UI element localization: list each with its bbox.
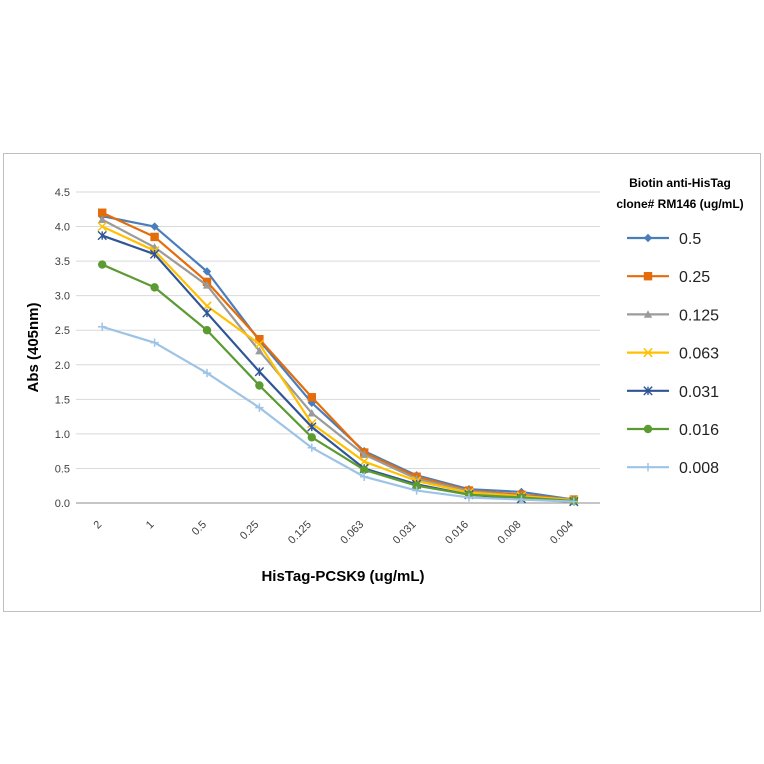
data-point bbox=[360, 472, 369, 481]
y-tick-label: 4.5 bbox=[55, 187, 70, 199]
y-tick-label: 1.0 bbox=[55, 429, 70, 441]
data-point bbox=[643, 233, 653, 243]
y-axis-ticks: 0.0 0.5 1.0 1.5 2.0 2.5 3.0 3.5 4.0 4.5 bbox=[55, 187, 70, 510]
data-point bbox=[98, 208, 107, 217]
data-point bbox=[307, 433, 316, 442]
legend-item: 0.016 bbox=[627, 422, 719, 439]
data-point bbox=[150, 232, 159, 242]
data-point bbox=[569, 497, 578, 506]
x-tick-label: 0.008 bbox=[496, 519, 524, 547]
data-point bbox=[360, 465, 369, 475]
y-tick-label: 0.5 bbox=[55, 463, 70, 475]
x-tick-label: 0.031 bbox=[391, 519, 419, 547]
series-0.031 bbox=[97, 230, 579, 507]
x-tick-label: 2 bbox=[92, 519, 105, 532]
legend-label: 0.125 bbox=[679, 307, 719, 324]
x-axis-ticks: 2 1 0.5 0.25 0.125 0.063 0.031 0.016 0.008 0.004 bbox=[92, 519, 576, 547]
legend-title-line1: Biotin anti-HisTag bbox=[629, 176, 731, 190]
data-point bbox=[412, 481, 421, 490]
series-line bbox=[101, 215, 574, 501]
legend-label: 0.25 bbox=[679, 269, 710, 286]
y-tick-label: 1.5 bbox=[55, 394, 70, 406]
data-point bbox=[150, 222, 159, 231]
data-point bbox=[202, 281, 212, 289]
data-point bbox=[97, 221, 107, 232]
data-point bbox=[307, 408, 316, 417]
data-point bbox=[307, 422, 317, 432]
data-point bbox=[412, 486, 421, 495]
legend-item: 0.125 bbox=[627, 307, 719, 324]
legend-label: 0.016 bbox=[679, 422, 719, 439]
series-line bbox=[101, 218, 574, 501]
legend-label: 0.5 bbox=[679, 231, 701, 248]
legend-label: 0.031 bbox=[679, 384, 719, 401]
series-lines bbox=[97, 208, 579, 507]
series-0.125 bbox=[98, 215, 578, 503]
line-chart: 0.0 0.5 1.0 1.5 2.0 2.5 3.0 3.5 4.0 4.5 2 1 0.5 0.25… bbox=[25, 176, 744, 585]
data-point bbox=[643, 272, 653, 281]
data-point bbox=[202, 368, 212, 378]
legend-title-line2: clone# RM146 (ug/mL) bbox=[616, 197, 743, 211]
y-tick-label: 4.0 bbox=[55, 222, 70, 234]
data-point bbox=[149, 249, 160, 259]
data-point bbox=[254, 339, 265, 349]
data-point bbox=[97, 230, 107, 241]
data-point bbox=[255, 335, 264, 344]
series-0.25 bbox=[98, 208, 578, 504]
legend-label: 0.008 bbox=[679, 460, 719, 477]
data-point bbox=[643, 310, 653, 318]
y-axis-title: Abs (405nm) bbox=[25, 302, 42, 392]
data-point bbox=[98, 260, 107, 269]
data-point bbox=[643, 424, 653, 434]
data-point bbox=[255, 403, 264, 412]
x-tick-label: 0.5 bbox=[190, 519, 209, 538]
legend-item: 0.5 bbox=[627, 231, 701, 248]
data-point bbox=[98, 215, 107, 224]
data-point bbox=[360, 450, 369, 458]
x-tick-label: 1 bbox=[144, 519, 157, 532]
data-point bbox=[255, 381, 264, 390]
x-axis-title: HisTag-PCSK9 (ug/mL) bbox=[261, 568, 424, 585]
data-point bbox=[643, 386, 653, 396]
y-tick-label: 3.5 bbox=[55, 256, 70, 268]
y-tick-label: 0.0 bbox=[55, 498, 70, 510]
legend-item: 0.25 bbox=[627, 269, 710, 286]
x-tick-label: 0.016 bbox=[443, 519, 471, 547]
legend: Biotin anti-HisTag clone# RM146 (ug/mL) … bbox=[616, 176, 743, 477]
data-point bbox=[643, 347, 653, 358]
x-tick-label: 0.004 bbox=[548, 519, 576, 547]
data-point bbox=[202, 267, 212, 276]
legend-item: 0.063 bbox=[627, 346, 719, 363]
data-point bbox=[517, 495, 526, 504]
data-point bbox=[150, 283, 159, 292]
y-tick-label: 3.0 bbox=[55, 291, 70, 303]
legend-items: 0.5 0.25 0.125 0.063 0.031 0.016 0.008 bbox=[627, 231, 719, 477]
series-line bbox=[101, 211, 574, 501]
x-tick-label: 0.25 bbox=[238, 519, 262, 543]
series-line bbox=[101, 225, 574, 502]
x-tick-label: 0.125 bbox=[286, 519, 314, 547]
data-point bbox=[307, 393, 316, 402]
data-point bbox=[307, 443, 316, 452]
series-line bbox=[101, 263, 574, 503]
data-point bbox=[255, 346, 264, 355]
legend-item: 0.008 bbox=[627, 460, 719, 477]
data-point bbox=[359, 456, 369, 467]
data-point bbox=[98, 322, 107, 331]
y-tick-label: 2.5 bbox=[55, 325, 70, 337]
legend-item: 0.031 bbox=[627, 384, 719, 401]
data-point bbox=[202, 308, 212, 318]
chart-frame: 0.0 0.5 1.0 1.5 2.0 2.5 3.0 3.5 4.0 4.5 2 1 0.5 0.25… bbox=[3, 153, 761, 612]
data-point bbox=[464, 493, 474, 502]
series-0.008 bbox=[98, 322, 578, 506]
series-0.5 bbox=[98, 211, 578, 504]
x-tick-label: 0.063 bbox=[338, 519, 366, 547]
y-tick-label: 2.0 bbox=[55, 360, 70, 372]
data-point bbox=[643, 463, 653, 472]
data-point bbox=[150, 338, 159, 347]
data-point bbox=[202, 326, 212, 335]
data-point bbox=[254, 366, 265, 377]
legend-label: 0.063 bbox=[679, 346, 719, 363]
series-line bbox=[101, 325, 574, 503]
